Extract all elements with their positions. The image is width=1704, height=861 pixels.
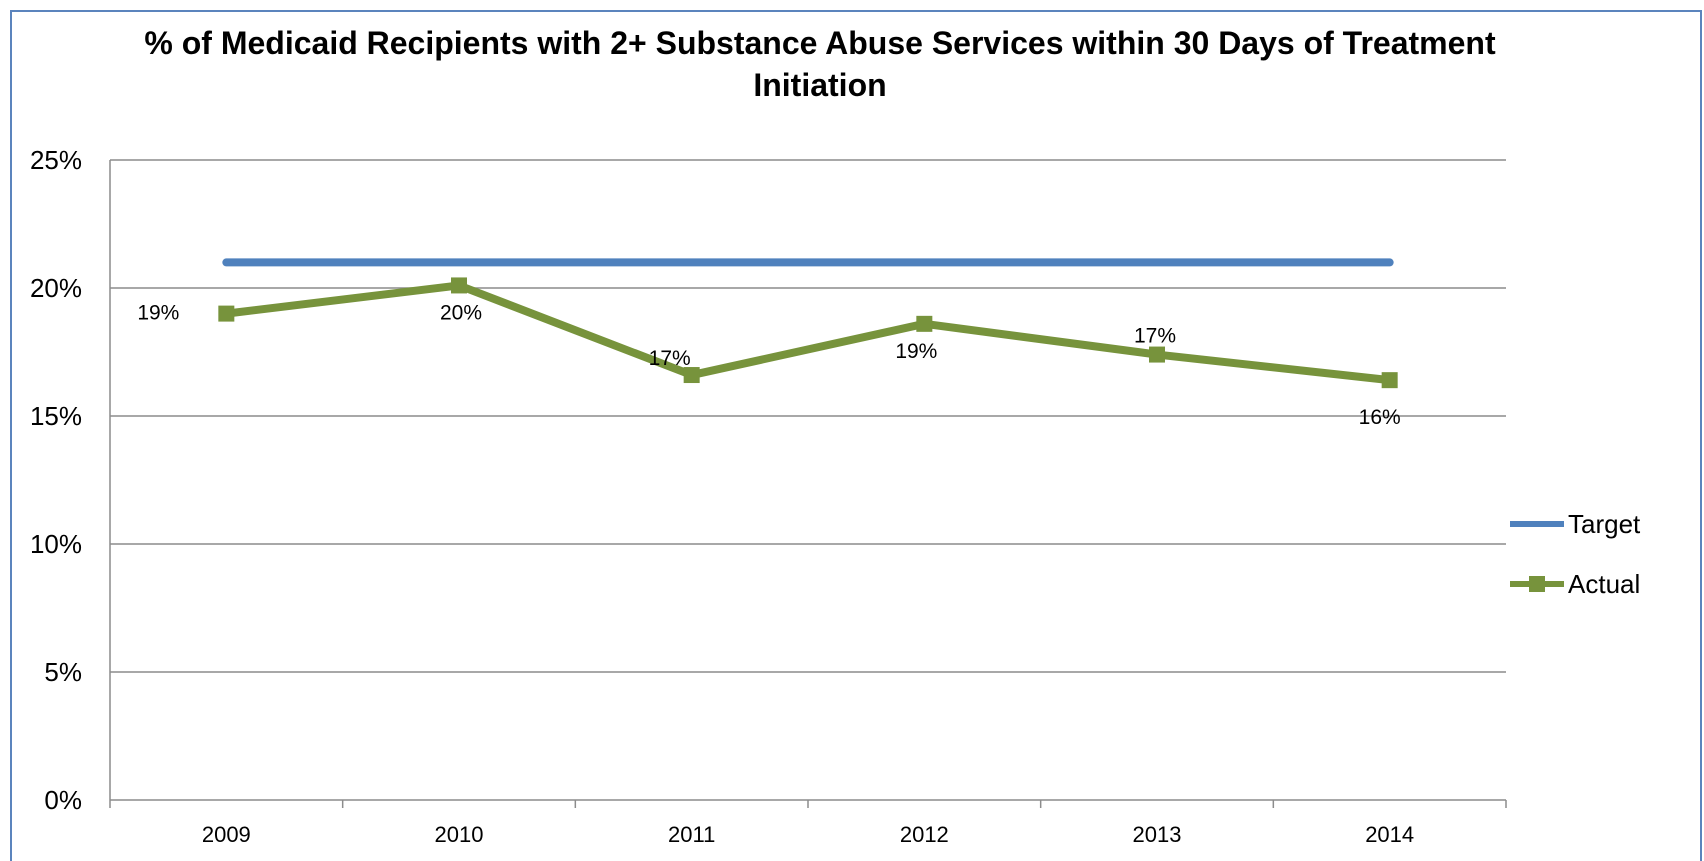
x-tick-label: 2012 bbox=[900, 822, 949, 847]
y-axis-ticks: 0% 5% 10% 15% 20% 25% bbox=[30, 145, 82, 815]
gridlines bbox=[109, 159, 1506, 801]
series-lines bbox=[218, 258, 1398, 389]
data-labels: 19% 20% 17% 19% 17% 16% bbox=[137, 301, 1400, 429]
x-tick-label: 2009 bbox=[202, 822, 251, 847]
data-point-marker bbox=[1149, 346, 1165, 363]
data-point-marker bbox=[451, 277, 467, 294]
x-tick-label: 2010 bbox=[435, 822, 484, 847]
y-tick-label: 10% bbox=[30, 529, 82, 559]
data-point-marker bbox=[218, 305, 235, 322]
y-tick-label: 25% bbox=[30, 145, 82, 175]
legend-marker bbox=[1529, 576, 1545, 592]
y-tick-label: 20% bbox=[30, 273, 82, 303]
y-tick-label: 0% bbox=[44, 785, 82, 815]
data-label: 16% bbox=[1359, 406, 1401, 429]
data-point-marker bbox=[683, 367, 700, 384]
data-point-marker bbox=[916, 315, 933, 332]
data-label: 17% bbox=[1134, 325, 1176, 348]
x-axis-ticks: 2009 2010 2011 2012 2013 2014 bbox=[109, 800, 1507, 847]
y-tick-label: 5% bbox=[44, 657, 82, 687]
legend: Target Actual bbox=[1510, 509, 1641, 599]
y-tick-label: 15% bbox=[30, 401, 82, 431]
legend-label-target: Target bbox=[1568, 509, 1641, 539]
x-tick-label: 2011 bbox=[668, 822, 715, 847]
data-label: 17% bbox=[649, 347, 691, 370]
data-label: 19% bbox=[895, 340, 937, 363]
x-tick-label: 2014 bbox=[1365, 822, 1414, 847]
data-label: 20% bbox=[440, 301, 482, 324]
series-line-actual bbox=[222, 281, 1394, 385]
data-point-marker bbox=[1381, 372, 1398, 389]
legend-label-actual: Actual bbox=[1568, 569, 1640, 599]
chart-frame bbox=[10, 10, 1702, 861]
x-tick-label: 2013 bbox=[1133, 822, 1182, 847]
chart-title: % of Medicaid Recipients with 2+ Substan… bbox=[144, 25, 1496, 103]
data-label: 19% bbox=[137, 302, 179, 325]
